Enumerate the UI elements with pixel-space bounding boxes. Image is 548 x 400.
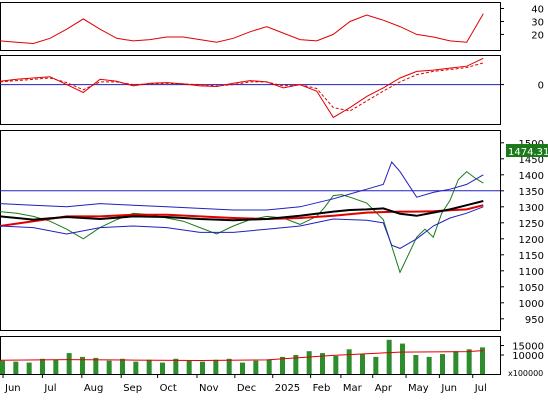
volume-bar	[386, 339, 392, 374]
volume-bar	[120, 358, 125, 374]
macd-frame	[0, 55, 501, 125]
rsi-tick-label: 20	[531, 30, 544, 41]
volume-bar	[26, 362, 32, 374]
price-tick-label: 1450	[519, 155, 544, 166]
volume-bar	[186, 360, 192, 374]
volume-bar	[226, 358, 232, 374]
volume-bar	[373, 356, 379, 374]
price-tick-label: 1050	[519, 283, 544, 294]
volume-bar	[426, 356, 432, 374]
macd-tick-label: 0	[538, 81, 544, 92]
volume-tick-label: 10000	[512, 351, 544, 362]
volume-bar	[240, 362, 245, 374]
volume-bar	[466, 349, 472, 374]
last-price-box	[506, 144, 548, 158]
macd-line	[0, 62, 484, 112]
volume-bar	[213, 359, 219, 374]
volume-bar	[400, 343, 405, 374]
volume-bar	[346, 349, 352, 374]
volume-unit-label: x100000	[508, 369, 543, 378]
volume-bar	[440, 354, 445, 374]
price-tick-label: 1100	[519, 267, 544, 278]
volume-bar	[173, 358, 179, 374]
volume-bar	[80, 356, 85, 374]
rsi-panel: 40 30 20	[0, 2, 544, 51]
bb-upper-line	[0, 161, 484, 211]
volume-bar	[480, 347, 485, 374]
x-tick-label: Jul	[43, 383, 56, 394]
x-tick-label: Apr	[375, 383, 393, 394]
volume-bar	[320, 353, 325, 374]
x-tick-label: Aug	[84, 383, 104, 394]
volume-bar	[146, 359, 152, 374]
x-tick-label: Oct	[160, 383, 177, 394]
volume-bar	[293, 355, 299, 374]
price-tick-label: 950	[525, 315, 544, 326]
volume-bar	[93, 357, 99, 374]
macd-panel: 0	[0, 55, 544, 125]
x-tick-label: 2025	[275, 383, 300, 394]
volume-bar	[453, 351, 459, 374]
volume-bar	[253, 360, 259, 374]
price-line	[0, 170, 484, 274]
volume-bar	[160, 362, 165, 374]
last-price-label: 1474.31	[508, 147, 548, 158]
volume-bar	[200, 361, 205, 374]
volume-bar	[266, 359, 272, 374]
volume-frame	[0, 336, 501, 375]
rsi-tick-label: 40	[531, 4, 544, 15]
volume-bar	[106, 360, 112, 374]
volume-bar	[0, 360, 5, 374]
volume-tick-label: 15000	[512, 342, 544, 353]
volume-bar	[306, 351, 312, 374]
macd-line	[0, 57, 484, 119]
price-tick-label: 1400	[519, 171, 544, 182]
x-tick-label: Jun	[440, 383, 457, 394]
volume-bar	[133, 361, 139, 374]
rsi-tick-label: 30	[531, 17, 544, 28]
x-tick-label: Dec	[237, 383, 256, 394]
x-tick-label: Jul	[474, 383, 487, 394]
ma-black-line	[0, 200, 484, 222]
volume-bar	[53, 359, 59, 374]
volume-bar	[66, 353, 72, 374]
x-tick-label: Jun	[4, 383, 21, 394]
price-tick-label: 1200	[519, 235, 544, 246]
volume-bar	[280, 356, 285, 374]
price-panel: 1500145014001350130012501200115011001050…	[0, 130, 548, 331]
bb-lower-line	[0, 206, 484, 249]
panels-layer: 4030200150014501400135013001250120011501…	[0, 2, 548, 378]
volume-bar	[333, 355, 339, 374]
price-tick-label: 1150	[519, 251, 544, 262]
volume-bar	[413, 355, 419, 374]
x-tick-label: May	[408, 383, 429, 394]
price-tick-label: 1300	[519, 203, 544, 214]
volume-bar	[40, 358, 45, 374]
volume-ma-line	[0, 350, 484, 362]
x-axis: Jun Jul Aug Sep Oct Nov Dec 2025 Feb Mar Apr May Jun…	[2, 374, 487, 394]
rsi-frame	[0, 2, 501, 51]
price-tick-label: 1350	[519, 187, 544, 198]
price-tick-label: 1000	[519, 299, 544, 310]
volume-bar	[360, 354, 365, 374]
x-tick-label: Nov	[199, 383, 219, 394]
rsi-line	[0, 13, 484, 45]
price-tick-label: 1250	[519, 219, 544, 230]
volume-bar	[13, 361, 19, 374]
x-tick-label: Feb	[313, 383, 331, 394]
price-frame	[0, 130, 501, 331]
x-tick-label: Mar	[343, 383, 363, 394]
x-tick-label: Sep	[123, 383, 142, 394]
